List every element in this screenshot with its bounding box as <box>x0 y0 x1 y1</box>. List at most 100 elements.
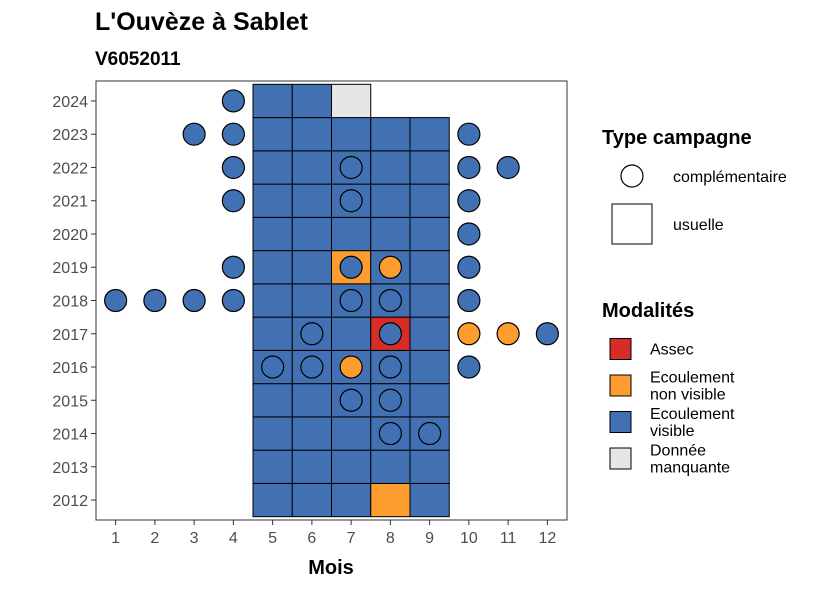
legend-swatch-assec <box>609 338 632 360</box>
x-tick-label-10: 10 <box>460 530 478 547</box>
cell-2023-6 <box>291 117 332 152</box>
x-tick-label-12: 12 <box>538 530 556 547</box>
x-tick-label-7: 7 <box>347 530 356 547</box>
cell-2022-6 <box>291 150 332 185</box>
legend-label-ecoulement-non-visible-line-1: Ecoulement <box>650 370 735 387</box>
y-tick-label-2021: 2021 <box>52 194 88 211</box>
point-2018-3 <box>182 288 206 313</box>
cell-2020-5 <box>252 216 293 252</box>
cell-2024-5 <box>252 83 293 119</box>
legend-key-square <box>611 203 653 245</box>
x-axis: 1 2 3 4 5 6 7 8 9 10 11 12 <box>111 520 556 547</box>
cell-2021-6 <box>291 183 332 218</box>
cell-2015-5 <box>252 383 293 418</box>
point-2016-6 <box>300 355 324 379</box>
point-2022-10 <box>457 155 481 180</box>
legend-key-circle <box>620 164 644 188</box>
legend-title-modalites: Modalités <box>602 300 694 322</box>
legend-swatch-donnee-manquante <box>609 447 632 470</box>
legend-label-donnee-manquante-line-1: Donnée <box>650 443 706 460</box>
point-2022-4 <box>221 155 245 180</box>
point-2023-10 <box>457 122 481 146</box>
chart-subtitle: V6052011 <box>95 49 181 70</box>
x-tick-label-4: 4 <box>229 530 238 547</box>
point-2015-7 <box>339 388 363 412</box>
cell-2024-7 <box>331 83 372 119</box>
cell-2014-6 <box>291 416 332 451</box>
cell-2020-7 <box>331 216 372 252</box>
point-2021-4 <box>221 189 245 213</box>
point-2023-3 <box>182 122 206 146</box>
cell-2022-8 <box>370 150 411 185</box>
cell-2017-9 <box>409 316 450 351</box>
cell-2012-5 <box>252 482 293 518</box>
cell-2023-5 <box>252 117 293 152</box>
legend-label-complementaire: complémentaire <box>673 169 787 186</box>
cell-2023-7 <box>331 117 372 152</box>
point-2017-10 <box>457 322 481 346</box>
y-axis: 2012 2013 2014 2015 2016 2017 2018 2019 2020 2021… <box>52 94 96 510</box>
cell-2013-5 <box>252 449 293 484</box>
legend-label-donnee-manquante-line-2: manquante <box>650 460 730 477</box>
complementaire-points <box>104 89 559 446</box>
y-tick-label-2012: 2012 <box>52 493 88 510</box>
point-2020-10 <box>457 222 481 246</box>
y-tick-label-2022: 2022 <box>52 160 88 177</box>
point-2019-10 <box>457 255 481 279</box>
point-2017-12 <box>535 322 559 346</box>
cell-2017-7 <box>331 316 372 351</box>
y-tick-label-2018: 2018 <box>52 294 88 311</box>
point-2022-11 <box>496 155 520 180</box>
cell-2022-5 <box>252 150 293 185</box>
usuelle-cells <box>252 83 450 518</box>
point-2019-4 <box>221 255 245 279</box>
x-axis-title: Mois <box>308 557 354 579</box>
cell-2013-8 <box>370 449 411 484</box>
legend-swatch-ecoulement-visible <box>609 411 632 433</box>
point-2014-9 <box>418 421 442 446</box>
point-2018-7 <box>339 288 363 313</box>
x-tick-label-2: 2 <box>150 530 159 547</box>
point-2022-7 <box>339 155 363 180</box>
x-tick-label-9: 9 <box>425 530 434 547</box>
x-tick-label-3: 3 <box>190 530 199 547</box>
y-tick-label-2023: 2023 <box>52 127 88 144</box>
cell-2022-9 <box>409 150 450 185</box>
cell-2024-6 <box>291 83 332 119</box>
y-tick-label-2020: 2020 <box>52 227 88 244</box>
cell-2014-5 <box>252 416 293 451</box>
x-tick-label-8: 8 <box>386 530 395 547</box>
cell-2017-5 <box>252 316 293 351</box>
cell-2018-5 <box>252 283 293 318</box>
y-tick-label-2013: 2013 <box>52 460 88 477</box>
cell-2012-7 <box>331 482 372 518</box>
cell-2019-9 <box>409 250 450 285</box>
cell-2021-5 <box>252 183 293 218</box>
point-2014-8 <box>378 421 402 446</box>
point-2017-8 <box>378 322 402 346</box>
point-2016-7 <box>339 355 363 379</box>
cell-2020-8 <box>370 216 411 252</box>
cell-2023-8 <box>370 117 411 152</box>
cell-2015-6 <box>291 383 332 418</box>
y-tick-label-2015: 2015 <box>52 393 88 410</box>
x-tick-label-11: 11 <box>500 530 517 547</box>
cell-2013-6 <box>291 449 332 484</box>
cell-2020-6 <box>291 216 332 252</box>
legend-swatch-ecoulement-non-visible <box>609 374 632 397</box>
y-tick-label-2017: 2017 <box>52 327 88 344</box>
x-tick-label-1: 1 <box>111 530 120 547</box>
cell-2021-9 <box>409 183 450 218</box>
cell-2012-9 <box>409 482 450 518</box>
y-tick-label-2019: 2019 <box>52 260 88 277</box>
point-2015-8 <box>378 388 402 412</box>
cell-2016-9 <box>409 349 450 385</box>
legend-label-usuelle: usuelle <box>673 217 724 234</box>
point-2017-6 <box>300 322 324 346</box>
legend-label-ecoulement-visible-line-2: visible <box>650 423 695 440</box>
point-2016-8 <box>378 355 402 379</box>
cell-2019-5 <box>252 250 293 285</box>
cell-2023-9 <box>409 117 450 152</box>
legend-type-items: complémentaire usuelle <box>611 164 787 245</box>
